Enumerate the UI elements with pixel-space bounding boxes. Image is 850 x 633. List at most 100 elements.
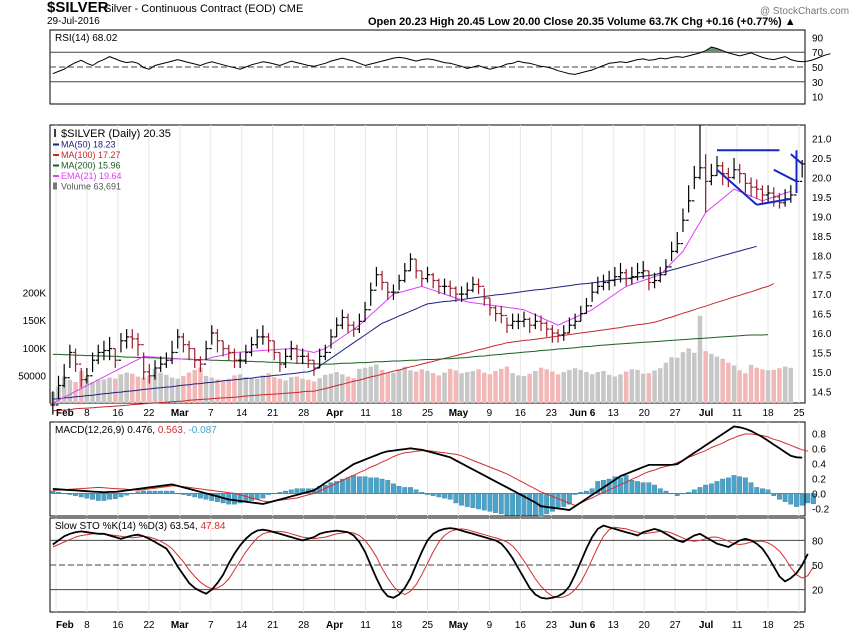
- stochastic-panel: 80 50 20 Slow STO %K(14) %D(3) 63.54, 47.84: [49, 517, 824, 613]
- volume-bar: [169, 377, 175, 403]
- x-axis: Feb 8 16 22 Mar 7 14 21 28 Apr 11 18 25 May 9 16 23 Jun 6…: [56, 408, 805, 631]
- volume-bar: [692, 352, 697, 403]
- ticker-symbol: $SILVER: [47, 0, 109, 16]
- macd-histogram-bar: [271, 493, 277, 495]
- volume-bar: [90, 382, 95, 403]
- volume-bar: [618, 374, 623, 403]
- macd-histogram-bar: [135, 491, 141, 494]
- macd-histogram-bar: [493, 493, 498, 513]
- x-axis-label: 22: [143, 620, 155, 631]
- x-axis-label: 14: [236, 408, 248, 419]
- volume-bar: [345, 376, 351, 403]
- macd-histogram-bar: [811, 493, 816, 505]
- macd-histogram-bar: [294, 488, 300, 494]
- volume-bar: [130, 373, 135, 403]
- x-axis-label: 8: [84, 620, 90, 631]
- macd-histogram-bar: [794, 493, 799, 507]
- macd-histogram-bar: [714, 481, 720, 494]
- volume-bar: [465, 372, 470, 403]
- macd-histogram-bar: [805, 493, 811, 504]
- volume-bar: [277, 378, 283, 403]
- x-axis-label: 27: [670, 620, 682, 631]
- x-axis-label: 11: [360, 408, 371, 419]
- macd-histogram-bar: [578, 492, 584, 494]
- macd-histogram-bar: [351, 475, 357, 494]
- x-axis-label: 28: [298, 408, 310, 419]
- macd-histogram-bar: [198, 493, 203, 499]
- macd-tick-label: 0.4: [812, 459, 826, 470]
- price-legend-title: $SILVER (Daily) 20.35: [61, 128, 171, 140]
- macd-histogram-bar: [288, 489, 294, 494]
- x-axis-label: 14: [236, 620, 248, 631]
- macd-histogram-bar: [402, 487, 408, 494]
- volume-bar: [73, 382, 78, 403]
- macd-histogram-bar: [487, 493, 493, 512]
- macd-histogram-bar: [521, 493, 527, 516]
- x-axis-label: May: [449, 620, 469, 631]
- price-tick-label: 14.5: [812, 387, 832, 398]
- macd-histogram-bar: [90, 493, 95, 500]
- rsi-tick-label: 90: [812, 33, 824, 44]
- x-axis-label: 18: [391, 620, 403, 631]
- macd-histogram-bar: [368, 477, 374, 494]
- volume-bar: [493, 371, 498, 403]
- volume-bar: [612, 376, 618, 403]
- x-axis-label: Jun 6: [569, 620, 596, 631]
- macd-line: [52, 425, 803, 511]
- volume-bar: [374, 364, 379, 403]
- macd-tick-label: -0.2: [812, 504, 830, 515]
- volume-bar: [118, 374, 124, 403]
- x-axis-label: Feb: [56, 408, 74, 419]
- price-tick-label: 18.5: [812, 232, 832, 243]
- volume-bar: [646, 373, 652, 403]
- macd-histogram-bar: [345, 477, 351, 494]
- macd-histogram-bar: [703, 484, 709, 494]
- volume-bar: [175, 378, 180, 403]
- trendline: [716, 168, 758, 206]
- volume-tick-label: 200K: [23, 289, 47, 300]
- macd-histogram-bar: [760, 488, 765, 494]
- volume-bar: [476, 369, 481, 403]
- macd-histogram-bar: [84, 493, 90, 499]
- volume-bar: [663, 362, 669, 403]
- volume-bar: [748, 364, 754, 403]
- volume-bar: [771, 369, 776, 403]
- macd-histogram-bar: [799, 493, 805, 506]
- macd-histogram-bar: [754, 487, 760, 494]
- macd-histogram-bar: [544, 493, 550, 515]
- macd-histogram-bar: [640, 482, 646, 494]
- volume-bar: [442, 372, 447, 403]
- price-tick-label: 18.0: [812, 251, 832, 262]
- ma200-legend: MA(200) 15.96: [61, 161, 121, 171]
- price-tick-label: 20.5: [812, 154, 832, 165]
- macd-histogram-bar: [129, 493, 135, 495]
- volume-bar: [640, 373, 646, 403]
- volume-tick-label: 150K: [23, 316, 47, 327]
- x-axis-label: Mar: [171, 620, 189, 631]
- volume-bar: [487, 374, 493, 403]
- volume-bar: [96, 379, 101, 403]
- volume-bar: [408, 370, 413, 403]
- volume-bar: [754, 367, 759, 403]
- macd-title: MACD(12,26,9) 0.476, 0.563, -0.087: [55, 425, 217, 436]
- macd-histogram-bar: [334, 481, 340, 494]
- volume-bar: [550, 371, 555, 403]
- volume-bar: [203, 376, 209, 403]
- macd-histogram-bar: [555, 493, 561, 510]
- macd-histogram-bar: [549, 493, 555, 512]
- volume-bar: [516, 375, 521, 403]
- volume-bar: [777, 368, 782, 403]
- volume-bar: [499, 368, 504, 403]
- volume-tick-label: 50000: [18, 371, 46, 382]
- volume-bar: [124, 372, 129, 403]
- volume-bar: [226, 378, 231, 403]
- volume-bar: [720, 358, 725, 403]
- macd-histogram-bar: [572, 493, 578, 495]
- volume-bar: [425, 371, 430, 403]
- macd-histogram-bar: [510, 493, 516, 516]
- macd-histogram-bar: [396, 486, 402, 494]
- x-axis-label: 16: [112, 408, 124, 419]
- volume-bar: [430, 373, 436, 403]
- macd-histogram-bar: [56, 492, 61, 494]
- price-tick-label: 21.0: [812, 135, 832, 146]
